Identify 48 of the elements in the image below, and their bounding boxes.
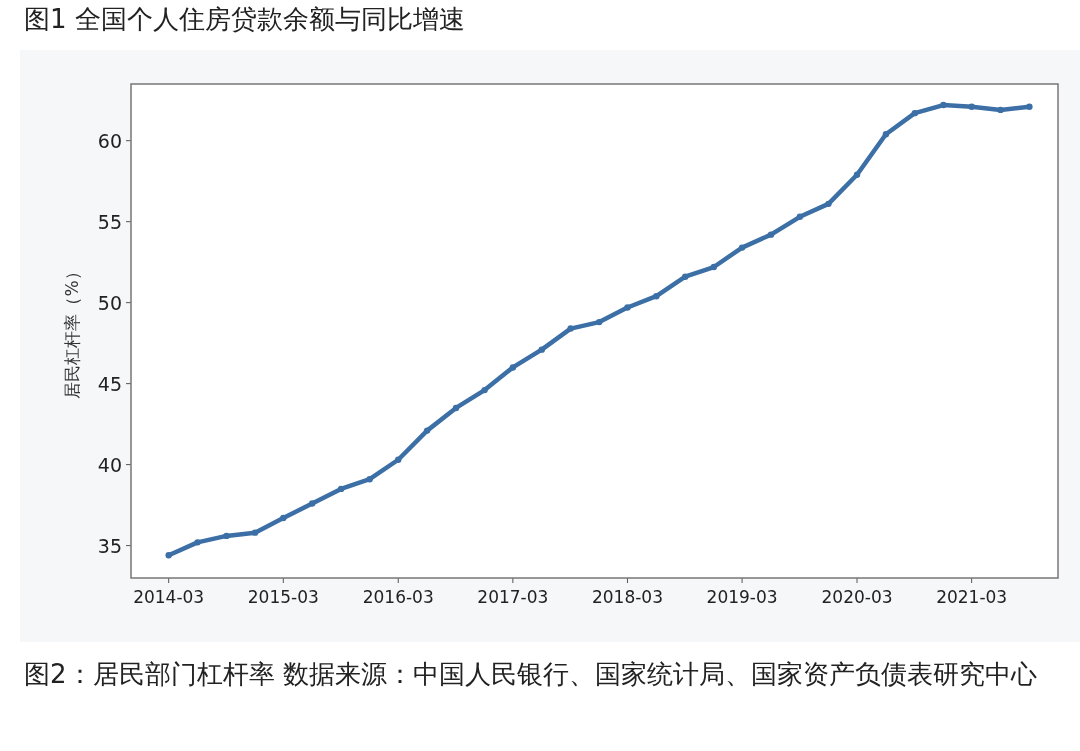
point bbox=[882, 131, 890, 138]
y-tick-label: 40 bbox=[97, 453, 122, 476]
point bbox=[624, 304, 631, 311]
point bbox=[452, 404, 460, 412]
point bbox=[395, 456, 402, 463]
point bbox=[308, 500, 316, 507]
point bbox=[796, 213, 804, 221]
y-tick-label: 55 bbox=[97, 210, 122, 233]
x-tick-label: 2016-03 bbox=[362, 587, 434, 607]
y-tick-label: 60 bbox=[97, 129, 122, 152]
point bbox=[596, 318, 603, 326]
point bbox=[337, 485, 345, 493]
x-tick-label: 2020-03 bbox=[821, 587, 893, 607]
point bbox=[194, 539, 201, 546]
caption: 图2：居民部门杠杆率 数据来源：中国人民银行、国家统计局、国家资产负债表研究中心 bbox=[24, 658, 1038, 691]
x-tick-label: 2015-03 bbox=[247, 587, 319, 607]
chart-title: 图1 全国个人住房贷款余额与同比增速 bbox=[24, 4, 465, 34]
point bbox=[165, 552, 172, 559]
y-tick-label: 35 bbox=[97, 534, 122, 557]
x-tick-label: 2021-03 bbox=[936, 587, 1008, 607]
point bbox=[423, 427, 431, 434]
point bbox=[1026, 103, 1033, 110]
point bbox=[911, 109, 919, 117]
x-tick-label: 2019-03 bbox=[706, 587, 778, 607]
x-tick-label: 2017-03 bbox=[477, 587, 549, 607]
point bbox=[710, 263, 718, 271]
point bbox=[682, 273, 689, 280]
point bbox=[997, 106, 1004, 114]
point bbox=[251, 529, 259, 536]
point bbox=[853, 171, 861, 178]
point bbox=[653, 292, 660, 300]
point bbox=[223, 532, 230, 540]
point bbox=[738, 244, 746, 251]
point bbox=[481, 386, 488, 394]
point bbox=[825, 200, 832, 208]
y-axis-title: 居民杠杆率（%） bbox=[62, 263, 82, 399]
point bbox=[940, 101, 947, 109]
point bbox=[280, 514, 287, 522]
point bbox=[538, 346, 545, 353]
y-tick-label: 45 bbox=[97, 372, 122, 395]
point bbox=[968, 103, 975, 110]
y-tick-label: 50 bbox=[97, 291, 122, 314]
point bbox=[366, 476, 373, 483]
point bbox=[509, 364, 517, 371]
point bbox=[567, 325, 574, 332]
x-tick-label: 2018-03 bbox=[591, 587, 663, 607]
point bbox=[767, 231, 775, 238]
x-tick-label: 2014-03 bbox=[133, 587, 205, 607]
